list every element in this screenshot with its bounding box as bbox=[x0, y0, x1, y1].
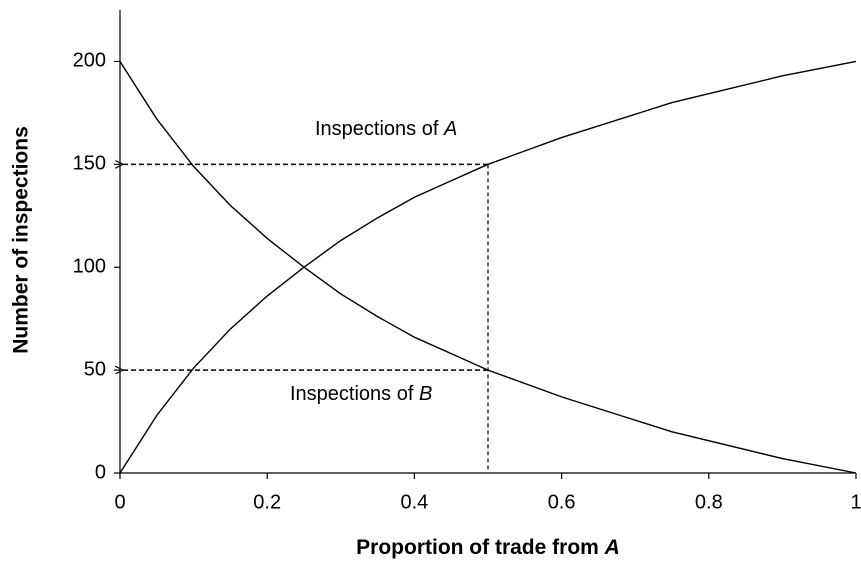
series-line bbox=[119, 60, 857, 474]
x-axis-title-italic: A bbox=[604, 536, 620, 559]
y-tick-label: 0 bbox=[95, 461, 106, 483]
y-tick-label: 150 bbox=[73, 153, 106, 175]
y-tick-label: 200 bbox=[73, 50, 106, 72]
x-tick-label: 0.4 bbox=[400, 491, 428, 513]
y-axis-title: Number of inspections bbox=[10, 126, 33, 354]
series-label-text: Inspections of bbox=[290, 383, 419, 405]
x-tick-label: 1 bbox=[850, 491, 861, 513]
series-label: Inspections of A bbox=[315, 118, 457, 140]
x-axis-title-text: Proportion of trade from bbox=[356, 536, 605, 559]
x-tick-label: 0 bbox=[114, 491, 125, 513]
x-tick-label: 0.6 bbox=[548, 491, 576, 513]
x-axis-title: Proportion of trade from A bbox=[356, 536, 620, 559]
series-label: Inspections of B bbox=[290, 383, 432, 405]
series-label-italic: B bbox=[419, 383, 432, 405]
x-tick-label: 0.2 bbox=[253, 491, 281, 513]
series-label-italic: A bbox=[443, 118, 457, 140]
x-tick-label: 0.8 bbox=[695, 491, 723, 513]
series-line bbox=[119, 61, 857, 474]
series-label-text: Inspections of bbox=[315, 118, 444, 140]
y-tick-label: 100 bbox=[73, 256, 106, 278]
y-tick-label: 50 bbox=[84, 358, 106, 380]
